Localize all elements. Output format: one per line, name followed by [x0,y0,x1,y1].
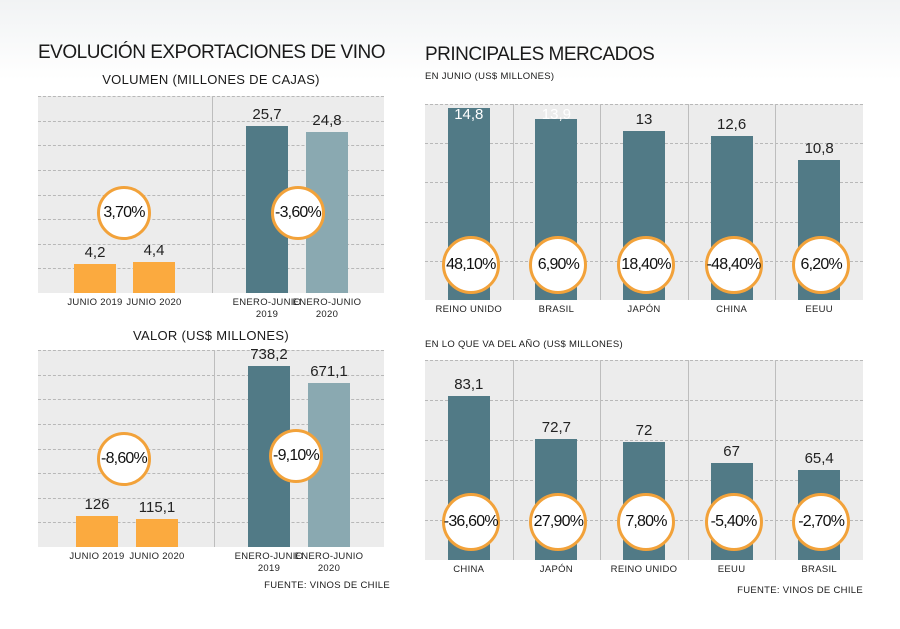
left-main-title: EVOLUCIÓN EXPORTACIONES DE VINO [38,42,385,63]
change-badge: 7,80% [617,493,675,551]
category-label: JAPÓN [627,304,661,315]
change-badge: 18,40% [617,236,675,294]
category-label: EEUU [805,304,833,315]
change-badge: 27,90% [529,493,588,551]
column-divider [688,360,689,560]
category-label: EEUU [717,564,746,575]
value-label: 4,4 [143,242,165,260]
value-label: 4,2 [84,243,106,261]
change-badge: -48,40% [704,236,763,294]
value-label: 738,2 [250,346,288,364]
group-divider [214,350,215,547]
gridline [38,399,384,400]
value-label: 13 [635,111,653,128]
volume-chart-title: VOLUMEN (MILLONES DE CAJAS) [102,72,320,87]
gridline [38,268,384,269]
bar [136,518,178,547]
gridline [38,424,384,425]
gridline [425,360,863,361]
gridline [38,121,384,122]
value-label: 126 [84,496,110,514]
change-badge: -5,40% [704,493,763,551]
value-label: 83,1 [454,375,484,393]
column-divider [775,104,776,300]
value-label: 115,1 [138,498,176,516]
value-label: 72 [635,422,653,440]
value-label: 24,8 [312,111,342,129]
bar [133,262,175,293]
change-badge: 6,20% [792,236,851,294]
gridline [38,522,384,523]
change-badge: -36,60% [441,493,500,551]
column-divider [513,360,514,560]
june-chart-title: EN JUNIO (US$ MILLONES) [425,71,555,82]
value-label: 67 [723,443,740,461]
category-label: JAPÓN [539,564,573,575]
value-label: 65,4 [804,450,834,468]
change-badge: -8,60% [97,432,151,486]
gridline [38,195,384,196]
value-label: 671,1 [310,362,348,380]
gridline [38,375,384,376]
gridline [38,350,384,351]
change-badge: 3,70% [97,186,151,240]
category-label: CHINA [453,564,485,575]
change-badge: -3,60% [271,186,325,240]
gridline [38,219,384,220]
gridline [425,440,863,441]
category-label: ENERO-JUNIO 2020 [292,297,362,320]
column-divider [775,360,776,560]
left-source: FUENTE: VINOS DE CHILE [264,580,390,591]
right-source: FUENTE: VINOS DE CHILE [737,585,863,596]
change-badge: 6,90% [529,236,588,294]
category-label: JUNIO 2020 [129,551,185,562]
gridline [425,400,863,401]
category-label: ENERO-JUNIO 2020 [294,551,364,574]
value-label: 72,7 [541,419,571,437]
gridline [425,104,863,105]
gridline [38,96,384,97]
category-label: ENERO-JUNIO 2019 [232,297,302,320]
category-label: CHINA [716,304,748,315]
column-divider [600,104,601,300]
gridline [38,170,384,171]
category-label: REINO UNIDO [610,564,678,575]
bar [76,516,118,547]
category-label: BRASIL [538,304,575,315]
category-label: JUNIO 2020 [126,297,182,308]
category-label: REINO UNIDO [435,304,503,315]
value-label: 25,7 [252,105,282,123]
value-label: 12,6 [716,116,747,134]
gridline [38,473,384,474]
gridline [38,244,384,245]
category-label: BRASIL [801,564,837,575]
gridline [38,145,384,146]
value-label: 13,9 [541,106,571,123]
change-badge: 48,10% [441,236,500,294]
bar [74,263,116,293]
gridline [38,498,384,499]
value-chart-title: VALOR (US$ MILLONES) [132,328,290,343]
category-label: JUNIO 2019 [69,551,125,562]
value-label: 10,8 [804,139,834,157]
gridline [38,449,384,450]
column-divider [513,104,514,300]
column-divider [600,360,601,560]
group-divider [212,96,213,293]
change-badge: -2,70% [792,493,851,551]
value-label: 14,8 [454,106,484,123]
right-main-title: PRINCIPALES MERCADOS [425,44,655,65]
column-divider [688,104,689,300]
category-label: JUNIO 2019 [67,297,123,308]
category-label: ENERO-JUNIO 2019 [234,551,304,574]
change-badge: -9,10% [269,429,323,483]
ytd-chart-title: EN LO QUE VA DEL AÑO (US$ MILLONES) [425,339,623,350]
